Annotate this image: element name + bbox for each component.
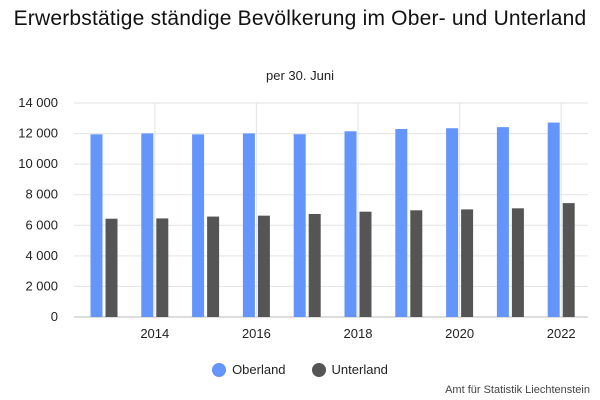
bar-oberland-2016 [242,133,255,317]
chart-title: Erwerbstätige ständige Bevölkerung im Ob… [13,7,587,30]
bar-oberland-2017 [293,134,306,317]
bar-oberland-2013 [90,134,103,317]
chart-subtitle: per 30. Juni [266,68,334,83]
bar-unterland-2018 [359,211,372,317]
y-tick-label: 12 000 [18,126,58,141]
bar-oberland-2018 [344,131,357,317]
bar-unterland-2017 [308,213,321,317]
source-credit: Amt für Statistik Liechtenstein [445,384,590,396]
bar-unterland-2020 [461,209,474,317]
legend: Oberland Unterland [0,362,600,377]
bar-unterland-2019 [410,210,423,317]
legend-label-oberland: Oberland [232,362,286,377]
bar-oberland-2021 [496,127,509,317]
legend-label-unterland: Unterland [331,362,388,377]
legend-item-unterland[interactable]: Unterland [311,362,388,377]
y-tick-label: 6 000 [25,217,58,232]
y-tick-label: 0 [51,309,58,324]
y-tick-label: 10 000 [18,156,58,171]
legend-item-oberland[interactable]: Oberland [212,362,286,377]
bar-unterland-2022 [562,203,575,317]
x-tick-label: 2018 [344,326,373,341]
bar-unterland-2021 [511,208,524,317]
bar-oberland-2014 [141,133,154,317]
bar-oberland-2019 [395,128,408,317]
x-tick-label: 2020 [445,326,474,341]
x-tick-label: 2016 [242,326,271,341]
bar-unterland-2013 [105,218,118,317]
y-tick-label: 8 000 [25,187,58,202]
x-tick-label: 2022 [547,326,576,341]
bar-oberland-2015 [192,134,205,317]
bar-oberland-2020 [446,128,459,317]
bar-unterland-2016 [257,215,270,317]
legend-swatch-unterland [311,362,326,377]
bar-oberland-2022 [547,122,560,318]
bar-unterland-2015 [207,216,220,317]
x-tick-label: 2014 [140,326,169,341]
y-tick-label: 4 000 [25,248,58,263]
bar-unterland-2014 [156,218,169,317]
y-tick-label: 2 000 [25,278,58,293]
legend-swatch-oberland [212,362,227,377]
y-tick-label: 14 000 [18,95,58,110]
